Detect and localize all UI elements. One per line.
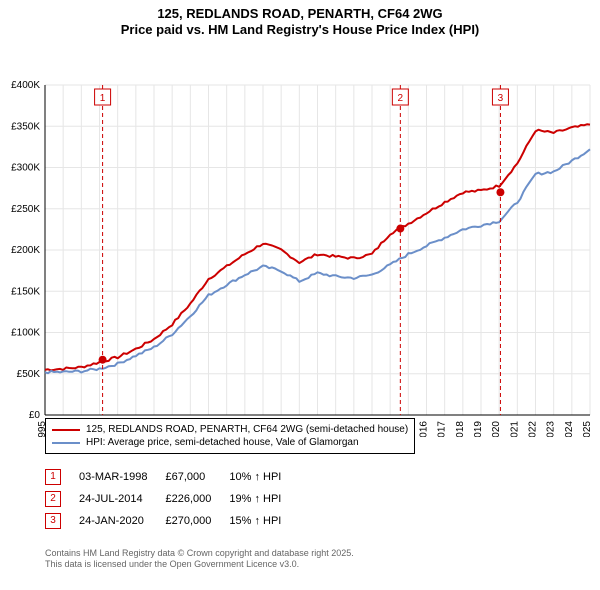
event-price-2: £226,000 xyxy=(165,488,229,510)
events-table: 1 03-MAR-1998£67,00010% ↑ HPI 2 24-JUL-2014… xyxy=(45,466,299,532)
legend-item-property: 125, REDLANDS ROAD, PENARTH, CF64 2WG (s… xyxy=(52,423,408,436)
event-marker-2: 2 xyxy=(45,491,61,507)
svg-text:2022: 2022 xyxy=(528,421,539,437)
svg-text:£300K: £300K xyxy=(11,163,40,174)
svg-text:£100K: £100K xyxy=(11,328,40,339)
svg-text:3: 3 xyxy=(498,93,504,104)
event-price-3: £270,000 xyxy=(165,510,229,532)
event-row-2: 2 24-JUL-2014£226,00019% ↑ HPI xyxy=(45,488,299,510)
event-marker-3: 3 xyxy=(45,513,61,529)
event-row-1: 1 03-MAR-1998£67,00010% ↑ HPI xyxy=(45,466,299,488)
svg-text:£250K: £250K xyxy=(11,204,40,215)
svg-text:2017: 2017 xyxy=(437,421,448,437)
svg-text:£150K: £150K xyxy=(11,287,40,298)
legend-swatch-property xyxy=(52,429,80,431)
legend-label-hpi: HPI: Average price, semi-detached house,… xyxy=(86,436,359,449)
svg-text:1: 1 xyxy=(100,93,106,104)
event-date-1: 03-MAR-1998 xyxy=(79,466,165,488)
svg-text:£350K: £350K xyxy=(11,122,40,133)
license-line1: Contains HM Land Registry data © Crown c… xyxy=(45,548,354,559)
svg-text:2025: 2025 xyxy=(582,421,593,437)
svg-text:2023: 2023 xyxy=(546,421,557,437)
event-marker-1: 1 xyxy=(45,469,61,485)
event-date-3: 24-JAN-2020 xyxy=(79,510,165,532)
legend-item-hpi: HPI: Average price, semi-detached house,… xyxy=(52,436,408,449)
svg-text:£50K: £50K xyxy=(17,369,41,380)
chart-title-line1: 125, REDLANDS ROAD, PENARTH, CF64 2WG xyxy=(0,0,600,22)
svg-text:£400K: £400K xyxy=(11,80,40,91)
legend: 125, REDLANDS ROAD, PENARTH, CF64 2WG (s… xyxy=(45,418,415,454)
legend-label-property: 125, REDLANDS ROAD, PENARTH, CF64 2WG (s… xyxy=(86,423,408,436)
svg-text:£200K: £200K xyxy=(11,245,40,256)
svg-text:2: 2 xyxy=(398,93,404,104)
price-chart: £0 £50K £100K £150K £200K £250K £300K £350K £400… xyxy=(0,37,600,437)
license-line2: This data is licensed under the Open Gov… xyxy=(45,559,354,570)
event-dot-3 xyxy=(496,189,504,197)
event-pct-2: 19% ↑ HPI xyxy=(229,488,299,510)
svg-text:2024: 2024 xyxy=(564,421,575,437)
event-dot-2 xyxy=(396,225,404,233)
event-pct-3: 15% ↑ HPI xyxy=(229,510,299,532)
event-pct-1: 10% ↑ HPI xyxy=(229,466,299,488)
event-price-1: £67,000 xyxy=(165,466,229,488)
svg-text:£0: £0 xyxy=(29,410,41,421)
event-date-2: 24-JUL-2014 xyxy=(79,488,165,510)
event-row-3: 3 24-JAN-2020£270,00015% ↑ HPI xyxy=(45,510,299,532)
svg-text:2018: 2018 xyxy=(455,421,466,437)
chart-title-line2: Price paid vs. HM Land Registry's House … xyxy=(0,22,600,37)
legend-swatch-hpi xyxy=(52,442,80,444)
license-text: Contains HM Land Registry data © Crown c… xyxy=(45,548,354,571)
event-dot-1 xyxy=(99,356,107,364)
svg-text:2021: 2021 xyxy=(509,421,520,437)
svg-text:2019: 2019 xyxy=(473,421,484,437)
svg-text:2020: 2020 xyxy=(491,421,502,437)
svg-text:2016: 2016 xyxy=(419,421,430,437)
